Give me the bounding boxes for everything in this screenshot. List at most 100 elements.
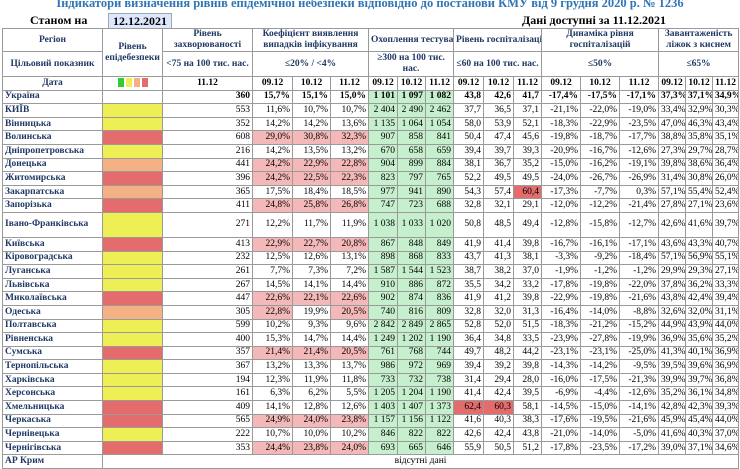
beds-value: 47,0% [658,116,687,132]
beds-value: 44,0% [712,318,740,334]
incidence-value: 396 [162,171,253,186]
hosp-value: 50,4 [453,130,485,145]
dyn-value: -12,8% [541,211,582,238]
beds-value: 33,3% [712,277,740,293]
beds-value: 56,9% [685,250,714,266]
hosp-value: 42,6 [483,89,515,105]
level-cell [102,184,163,200]
testing-value: 2 462 [425,103,455,118]
hosp-value: 42,4 [483,386,515,402]
testing-value: 1 156 [397,413,427,429]
beds-value: 57,1% [658,250,687,266]
incidence-value: 360 [162,89,253,105]
hosp-value: 36,4 [453,332,485,347]
incidence-target: <75 на 100 тис. нас. [162,51,253,77]
detect-value: 10,0% [292,427,331,442]
detect-value: 26,8% [329,198,370,213]
hosp-value: 40,3 [483,413,515,429]
region-name: Донецька [2,157,103,173]
header-hosp: Рівень госпіталізацій [453,28,543,52]
hosp-value: 51,5 [513,318,543,334]
hosp-value: 49,7 [453,345,485,361]
incidence-value: 194 [162,372,253,388]
region-name: Хмельницька [2,400,103,415]
beds-value: 45,9% [658,413,687,429]
beds-value: 39,0% [658,440,687,456]
testing-value: 1 544 [397,264,427,279]
detect-value: 23,8% [329,413,370,429]
incidence-value: 553 [162,103,253,118]
hosp-value: 37,7 [453,103,485,118]
table-row: Чернігівська 353 24,4% 23,8% 24,0% 693 665 646 5… [2,440,740,456]
level-cell [102,413,163,429]
detect-value: 10,7% [252,427,293,442]
beds-value: 35,2% [658,386,687,402]
beds-value: 35,6% [685,332,714,347]
hosp-value: 39,5 [513,386,543,402]
detect-value: 32,3% [329,130,370,145]
header-testing: Охоплення тестуванням [368,28,455,52]
dyn-value: -22,9% [541,291,582,306]
region-name: Чернівецька [2,427,103,442]
detect-value: 18,5% [329,184,370,200]
dyn-value: -21,0% [541,427,582,442]
date-det-3: 11.12 [329,76,370,91]
detect-value: 14,5% [252,277,293,293]
hosp-value: 28,0 [513,372,543,388]
testing-value: 1 064 [397,116,427,132]
hosp-value: 35,2 [513,157,543,173]
testing-value: 670 [368,143,399,159]
beds-value: 39,7% [685,372,714,388]
testing-value: 986 [368,359,399,374]
hosp-value: 41,6 [453,413,485,429]
table-row: Дніпропетровська 216 14,2% 13,5% 13,2% 670 658… [2,143,740,159]
testing-value: 1 205 [368,386,399,402]
hosp-value: 39,4 [453,359,485,374]
hosp-value: 52,0 [483,318,515,334]
detect-value: 15,7% [252,89,293,105]
dyn-value: -19,1% [619,157,660,173]
hosp-value: 44,2 [513,345,543,361]
dyn-value: -7,7% [580,184,621,200]
dyn-value: -19,8% [580,291,621,306]
testing-value: 2 404 [368,103,399,118]
date-dyn-3: 11.12 [619,76,660,91]
beds-value: 40,3% [685,427,714,442]
dyn-value: -22,9% [580,116,621,132]
level-cell [102,332,163,347]
beds-value: 42,8% [658,400,687,415]
hosp-value: 41,4 [453,386,485,402]
beds-value: 32,0% [685,304,714,320]
incidence-value: 357 [162,345,253,361]
testing-value: 841 [425,130,455,145]
level-cell [102,211,163,238]
hosp-value: 31,4 [453,372,485,388]
detect-value: 22,9% [252,236,293,252]
testing-value: 659 [425,143,455,159]
detect-value: 12,5% [252,250,293,266]
table-row: Харківська 194 12,3% 11,9% 11,8% 733 732 738 31,… [2,372,740,388]
region-name: Тернопільська [2,359,103,374]
beds-value: 39,9% [658,372,687,388]
hosp-value: 41,9 [453,291,485,306]
hosp-value: 32,1 [483,198,515,213]
detect-value: 12,6% [329,400,370,415]
dyn-value: -19,5% [580,413,621,429]
hosp-value: 41,3 [483,250,515,266]
as-of-date: 12.12.2021 [108,13,172,29]
hosp-value: 39,3 [513,143,543,159]
hosp-value: 49,5 [483,171,515,186]
detect-value: 20,5% [329,304,370,320]
detect-value: 14,1% [292,277,331,293]
detect-value: 17,5% [252,184,293,200]
table-row: Донецька 441 24,2% 22,9% 22,8% 904 899 884 38,1 3… [2,157,740,173]
testing-value: 867 [368,236,399,252]
detect-value: 23,8% [292,440,331,456]
dyn-value: -26,7% [580,171,621,186]
detect-value: 13,6% [329,116,370,132]
hosp-value: 50,5 [483,440,515,456]
dyn-value: -9,2% [580,250,621,266]
hosp-value: 48,2 [483,345,515,361]
incidence-value: 608 [162,130,253,145]
testing-value: 688 [425,198,455,213]
